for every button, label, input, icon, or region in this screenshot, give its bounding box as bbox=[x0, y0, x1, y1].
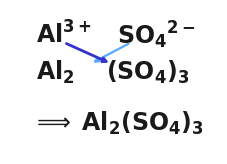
Text: $\mathbf{Al}^{\mathbf{3+}}$: $\mathbf{Al}^{\mathbf{3+}}$ bbox=[35, 21, 91, 48]
Text: $\mathbf{SO_4}^{\mathbf{2-}}$: $\mathbf{SO_4}^{\mathbf{2-}}$ bbox=[116, 19, 195, 51]
Text: $\Longrightarrow\;\mathbf{Al_2(SO_4)_3}$: $\Longrightarrow\;\mathbf{Al_2(SO_4)_3}$ bbox=[32, 110, 203, 137]
Text: $\mathbf{Al_2}$: $\mathbf{Al_2}$ bbox=[35, 59, 74, 86]
Text: $\mathbf{(SO_4)_3}$: $\mathbf{(SO_4)_3}$ bbox=[106, 59, 189, 86]
